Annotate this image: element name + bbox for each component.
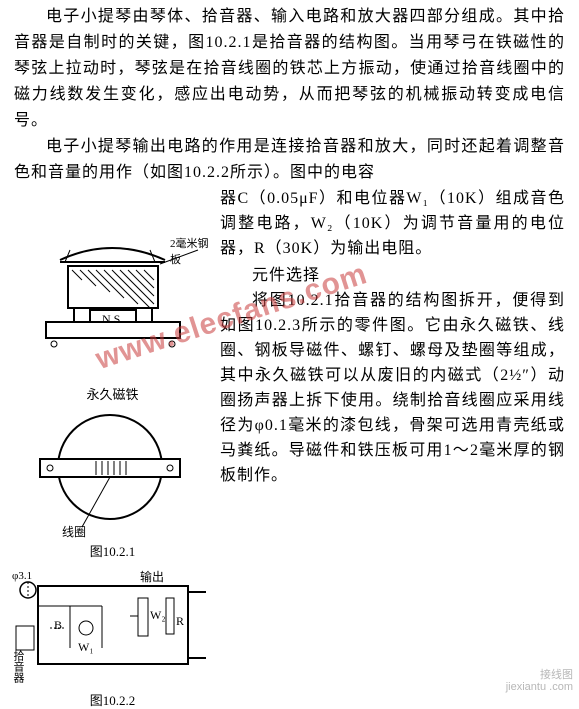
figure-10-2-2-phi-label: φ3.1 [12,570,32,582]
figures-column: 2毫米钢板 N S 永久磁铁 线圈 图10.2.1 [10,232,215,709]
figure-10-2-2-caption: 图10.2.2 [10,690,215,709]
figure-10-2-2-pickup-label: 拾音器 [10,650,26,683]
figure-10-2-2-r-label: R [176,614,184,629]
figure-10-2-1-steel-label: 2毫米钢板 [170,235,215,267]
figure-10-2-2: φ3.1 输出 B W₁ W₂ R 拾音器 图10.2.2 [10,568,215,709]
watermark-corner-line2: jiexiantu .com [506,681,573,693]
figure-10-2-2-output-label: 输出 [140,568,164,585]
watermark-corner-line1: 接线图 [506,669,573,681]
paragraph-2: 电子小提琴输出电路的作用是连接拾音器和放大，同时还起着调整音色和音量的用作（如图… [0,134,579,186]
figure-10-2-2-w1-label: W₁ [78,640,94,655]
figure-10-2-1-magnet-label: 永久磁铁 [10,384,215,403]
figure-10-2-1-assembly: 2毫米钢板 N S 永久磁铁 [10,232,215,403]
figure-10-2-2-b-label: B [54,618,62,633]
figure-10-2-1-topview: 线圈 图10.2.1 [10,409,215,560]
figure-10-2-1-caption: 图10.2.1 [10,541,215,560]
watermark-corner: 接线图 jiexiantu .com [506,669,573,693]
figure-10-2-1-coil-label: 线圈 [62,523,86,540]
figure-10-2-1-ns-label: N S [102,312,120,327]
section-heading-components: 元件选择 [220,263,565,288]
paragraph-3b: 将图10.2.1拾音器的结构图拆开，便得到如图10.2.3所示的零件图。它由永久… [220,288,565,488]
figure-10-2-2-w2-label: W₂ [150,608,166,623]
paragraph-1: 电子小提琴由琴体、拾音器、输入电路和放大器四部分组成。其中拾音器是自制时的关键，… [0,0,579,134]
figure-10-2-1-topview-svg [10,409,215,539]
paragraph-3a: 器C（0.05μF）和电位器W₁（10K）组成音色调整电路，W₂（10K）为调节… [220,186,565,261]
figure-10-2-2-svg [10,568,215,688]
